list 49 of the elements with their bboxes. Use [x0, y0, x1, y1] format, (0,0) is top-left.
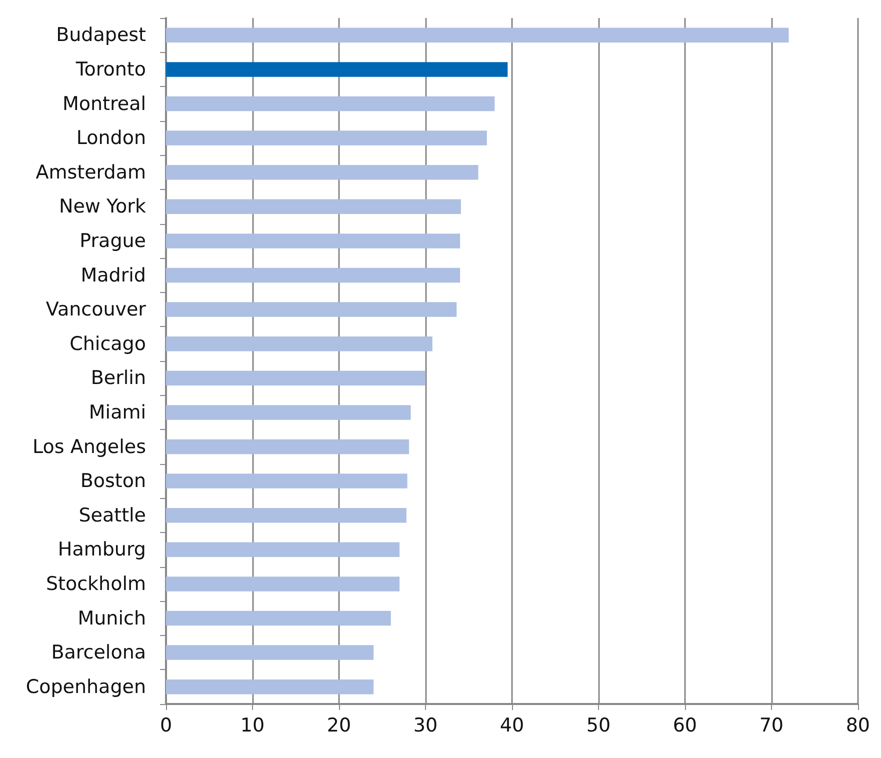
y-tick-label: Boston	[80, 470, 146, 492]
bar	[166, 610, 391, 626]
y-tick-label: Berlin	[90, 367, 146, 390]
bar	[166, 439, 410, 454]
bar	[166, 679, 374, 694]
y-tick-label: Hamburg	[58, 538, 146, 561]
y-tick-label: Miami	[88, 401, 146, 424]
y-tick-label: Stockholm	[46, 572, 146, 595]
bar	[166, 96, 495, 112]
bar	[166, 268, 460, 283]
bar	[166, 645, 374, 660]
bar	[166, 508, 406, 523]
x-tick-label: 70	[759, 714, 784, 736]
y-tick-label: Vancouver	[46, 298, 146, 321]
x-tick-label: 80	[846, 714, 870, 736]
y-tick-label: New York	[58, 196, 146, 218]
bar	[166, 405, 411, 420]
bar	[166, 28, 789, 43]
y-tick-label: Prague	[80, 230, 146, 252]
bar	[166, 474, 408, 488]
bar	[166, 302, 457, 317]
x-tick-label: 40	[500, 714, 524, 736]
x-tick-label: 50	[586, 714, 611, 736]
y-tick-label: Budapest	[56, 24, 146, 46]
bar	[166, 370, 426, 386]
y-tick-label: Amsterdam	[36, 161, 146, 184]
x-tick-label: 0	[160, 714, 172, 736]
y-tick-label: Munich	[78, 607, 146, 630]
y-tick-label: London	[76, 127, 146, 150]
bar	[166, 164, 478, 180]
bar	[166, 199, 461, 214]
y-tick-label: Toronto	[74, 58, 146, 80]
x-tick-label: 60	[672, 714, 698, 736]
bar	[166, 62, 508, 77]
bar	[166, 576, 400, 592]
bar	[166, 542, 400, 558]
x-tick-label: 20	[326, 714, 352, 736]
x-tick-label: 10	[240, 714, 265, 736]
y-tick-label: Chicago	[70, 332, 146, 355]
x-tick-label: 30	[413, 714, 438, 736]
y-tick-label: Copenhagen	[26, 676, 146, 698]
y-tick-label: Los Angeles	[32, 436, 146, 458]
y-tick-label: Montreal	[62, 92, 146, 115]
bar	[166, 336, 432, 352]
y-tick-label: Madrid	[80, 264, 146, 286]
y-tick-label: Barcelona	[51, 642, 146, 664]
bar	[166, 130, 487, 146]
bar	[166, 234, 460, 248]
y-tick-label: Seattle	[78, 504, 146, 526]
